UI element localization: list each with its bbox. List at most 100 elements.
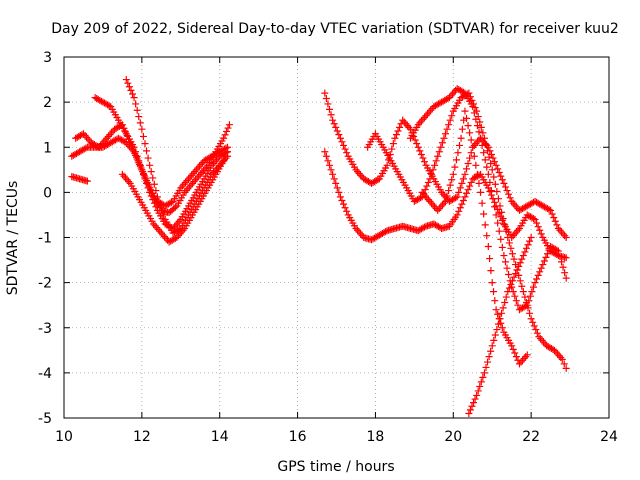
data-point xyxy=(486,255,494,263)
data-point xyxy=(374,176,382,184)
data-point xyxy=(434,206,442,214)
data-point xyxy=(510,273,518,281)
data-point xyxy=(443,125,451,133)
data-point xyxy=(432,157,440,165)
data-point xyxy=(149,174,157,182)
data-point xyxy=(481,156,489,164)
data-point xyxy=(553,246,561,254)
data-point xyxy=(533,275,541,283)
data-point xyxy=(553,221,561,229)
data-point xyxy=(324,100,332,108)
data-point xyxy=(542,253,550,261)
data-points xyxy=(68,76,570,417)
data-point xyxy=(554,224,562,232)
data-point xyxy=(468,402,476,410)
data-point xyxy=(221,131,229,139)
data-point xyxy=(123,176,131,184)
data-point xyxy=(470,141,478,149)
data-point xyxy=(160,211,168,219)
y-tick-label: -3 xyxy=(38,321,52,337)
data-point xyxy=(467,149,475,157)
data-point xyxy=(515,262,523,270)
data-point xyxy=(466,154,474,162)
data-point xyxy=(422,112,430,120)
data-point xyxy=(530,322,538,330)
data-point xyxy=(510,255,518,263)
data-point xyxy=(124,79,132,87)
data-point xyxy=(84,135,92,143)
data-point xyxy=(562,254,570,262)
y-tick-label: -2 xyxy=(38,276,52,292)
data-point xyxy=(329,116,337,124)
chart-title: Day 209 of 2022, Sidereal Day-to-day VTE… xyxy=(51,21,619,37)
data-point xyxy=(490,173,498,181)
data-point xyxy=(141,173,149,181)
data-point xyxy=(446,116,454,124)
data-point xyxy=(338,138,346,146)
data-point xyxy=(322,95,330,103)
series-arc-2 xyxy=(91,94,231,232)
data-point xyxy=(472,140,480,148)
data-point xyxy=(461,170,469,178)
data-point xyxy=(554,350,562,358)
data-point xyxy=(498,208,506,216)
data-point xyxy=(519,252,527,260)
data-point xyxy=(486,178,494,186)
data-point xyxy=(106,131,114,139)
data-point xyxy=(333,127,341,135)
data-point xyxy=(504,234,512,241)
data-point xyxy=(511,230,519,238)
data-point xyxy=(503,187,511,195)
data-point xyxy=(448,176,456,184)
data-point xyxy=(516,259,524,267)
data-point xyxy=(481,221,489,229)
series-arc-9 xyxy=(406,85,570,314)
data-point xyxy=(138,125,146,133)
data-point xyxy=(458,125,466,133)
data-point xyxy=(423,182,431,190)
data-point xyxy=(446,181,454,189)
data-point xyxy=(461,193,469,201)
data-point xyxy=(496,202,504,210)
data-point xyxy=(325,105,333,113)
data-point xyxy=(466,182,474,190)
data-point xyxy=(534,223,542,231)
data-point xyxy=(532,326,540,334)
data-point xyxy=(514,301,522,309)
data-point xyxy=(464,122,472,130)
data-point xyxy=(498,309,506,317)
data-point xyxy=(501,258,509,266)
data-point xyxy=(522,353,530,361)
data-point xyxy=(519,288,527,296)
data-point xyxy=(473,122,481,130)
data-point xyxy=(224,124,232,132)
data-point xyxy=(494,310,502,318)
data-point xyxy=(429,166,437,174)
data-point xyxy=(151,222,159,230)
data-point xyxy=(561,232,569,240)
data-point xyxy=(405,123,413,131)
data-point xyxy=(343,149,351,157)
data-point xyxy=(502,293,510,301)
data-point xyxy=(414,143,422,151)
data-point xyxy=(416,119,424,127)
data-point xyxy=(440,134,448,142)
data-point xyxy=(158,206,166,214)
data-point xyxy=(509,232,517,240)
data-point xyxy=(473,391,481,399)
data-point xyxy=(554,247,562,255)
data-point xyxy=(559,230,567,238)
data-point xyxy=(463,189,471,197)
data-point xyxy=(139,169,147,177)
data-point xyxy=(133,106,141,114)
data-point xyxy=(400,118,408,126)
x-tick-label: 22 xyxy=(522,429,540,445)
data-point xyxy=(479,373,487,381)
data-point xyxy=(431,203,439,211)
data-point xyxy=(466,406,474,414)
data-point xyxy=(483,163,491,171)
data-point xyxy=(389,140,397,148)
data-point xyxy=(448,112,456,120)
